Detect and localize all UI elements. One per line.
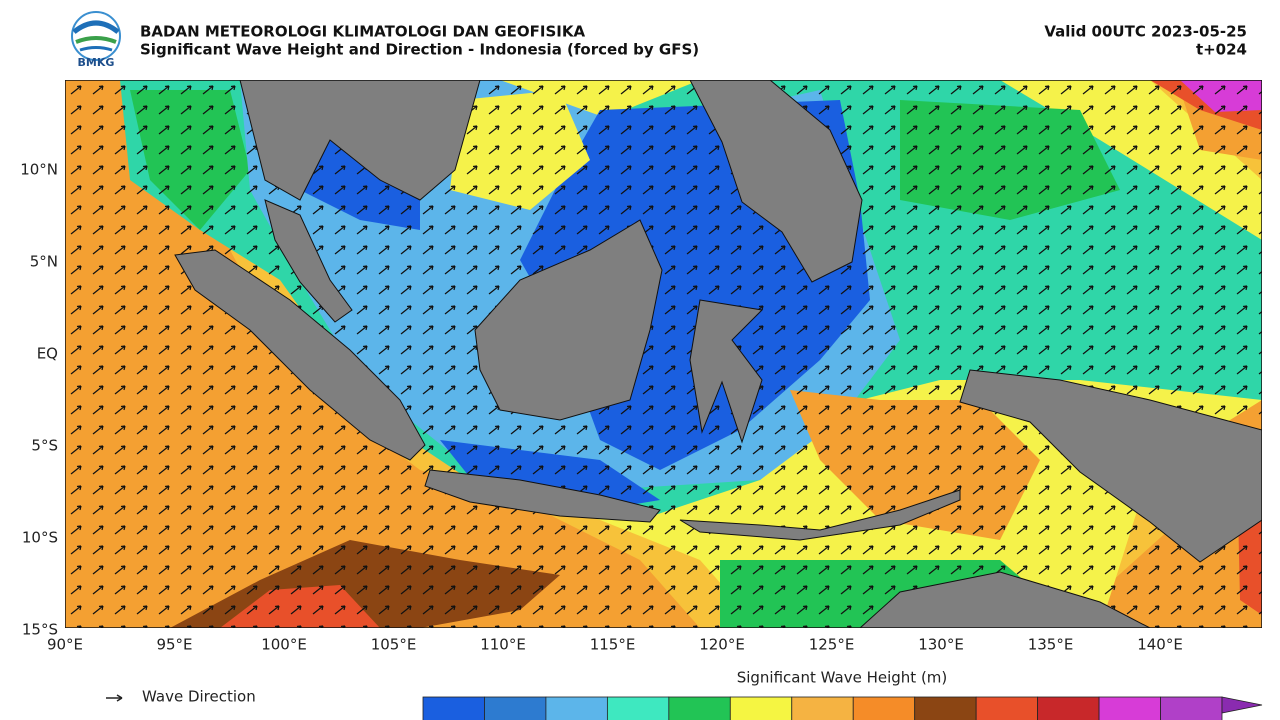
lat-label: 10°S (22, 529, 58, 547)
lat-label: 15°S (22, 621, 58, 639)
colorbar-title: Significant Wave Height (m) (737, 669, 948, 687)
header-title: BADAN METEOROLOGI KLIMATOLOGI DAN GEOFIS… (140, 23, 585, 41)
colorbar-segment (791, 696, 854, 720)
header-subtitle: Significant Wave Height and Direction - … (140, 41, 699, 59)
lon-label: 95°E (156, 636, 192, 654)
lon-label: 90°E (47, 636, 83, 654)
lon-label: 105°E (371, 636, 417, 654)
colorbar-segment (975, 696, 1039, 720)
lead-time: t+024 (1196, 41, 1247, 59)
colorbar-segment (914, 696, 977, 720)
lon-label: 115°E (590, 636, 636, 654)
lon-label: 140°E (1137, 636, 1183, 654)
colorbar-segment (852, 696, 916, 720)
wave-direction-legend: Wave Direction (106, 688, 256, 706)
lon-label: 130°E (918, 636, 964, 654)
colorbar-extend (1221, 696, 1263, 714)
lat-label: 5°S (31, 437, 58, 455)
colorbar-segment (545, 696, 608, 720)
valid-time: Valid 00UTC 2023-05-25 (1044, 23, 1247, 41)
colorbar-segment (668, 696, 731, 720)
lon-label: 100°E (261, 636, 307, 654)
lon-label: 125°E (809, 636, 855, 654)
logo: BMKG (71, 11, 121, 69)
lat-label: EQ (37, 345, 58, 363)
colorbar-segment (422, 696, 485, 720)
lat-label: 10°N (20, 161, 58, 179)
colorbar-segment (1098, 696, 1161, 720)
lat-label: 5°N (30, 253, 58, 271)
axis-labels: 10°N 5°N EQ 5°S 10°S 15°S90°E 95°E 100°E 105°E 11… (20, 161, 1183, 654)
colorbar (422, 696, 1263, 720)
lon-label: 120°E (699, 636, 745, 654)
logo-text: BMKG (78, 56, 115, 69)
map (65, 80, 1262, 628)
lon-label: 135°E (1028, 636, 1074, 654)
colorbar-segment (484, 696, 547, 720)
legend-label: Wave Direction (142, 688, 256, 706)
colorbar-segment (1160, 696, 1223, 720)
colorbar-segment (606, 696, 670, 720)
colorbar-segment (729, 696, 793, 720)
lon-label: 110°E (480, 636, 526, 654)
colorbar-segment (1037, 696, 1100, 720)
